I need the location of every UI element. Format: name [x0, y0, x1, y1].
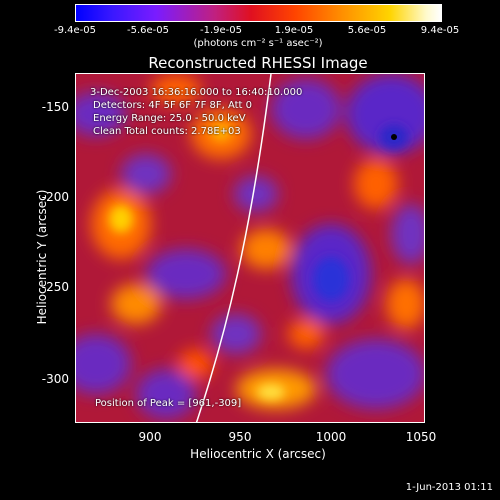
- colorbar-units: (photons cm⁻² s⁻¹ asec⁻²): [193, 38, 323, 49]
- x-tick-label: 1050: [405, 430, 437, 444]
- info-counts: Clean Total counts: 2.78E+03: [93, 126, 241, 137]
- y-tick-label: -300: [41, 372, 69, 386]
- colorbar-tick: -5.6e-05: [127, 25, 169, 36]
- info-detectors: Detectors: 4F 5F 6F 7F 8F, Att 0: [93, 100, 253, 111]
- y-tick-label: -200: [41, 190, 69, 204]
- y-tick-label: -150: [41, 100, 69, 114]
- x-tick-label: 950: [228, 430, 252, 444]
- colorbar-tick: 5.6e-05: [347, 25, 387, 36]
- y-tick-label: -250: [41, 280, 69, 294]
- x-tick-label: 1000: [315, 430, 347, 444]
- x-tick-label: 900: [138, 430, 162, 444]
- colorbar-tick: -9.4e-05: [54, 25, 96, 36]
- peak-position-label: Position of Peak = [961,-309]: [95, 398, 242, 409]
- solar-limb-line: [195, 74, 272, 422]
- footer-timestamp: 1-Jun-2013 01:11: [405, 482, 493, 493]
- info-time-range: 3-Dec-2003 16:36:16.000 to 16:40:10.000: [90, 87, 303, 98]
- colorbar-tick: -1.9e-05: [200, 25, 242, 36]
- image-canvas: [76, 74, 424, 422]
- minimum-dot: [391, 134, 397, 140]
- colorbar-tick: 1.9e-05: [274, 25, 314, 36]
- rhessi-image: [75, 73, 425, 423]
- x-axis-label: Heliocentric X (arcsec): [190, 447, 326, 461]
- y-axis-label: Heliocentric Y (arcsec): [35, 189, 49, 325]
- plot-title: Reconstructed RHESSI Image: [148, 54, 368, 72]
- colorbar-tick: 9.4e-05: [420, 25, 460, 36]
- info-energy-range: Energy Range: 25.0 - 50.0 keV: [93, 113, 246, 124]
- colorbar: [75, 4, 442, 22]
